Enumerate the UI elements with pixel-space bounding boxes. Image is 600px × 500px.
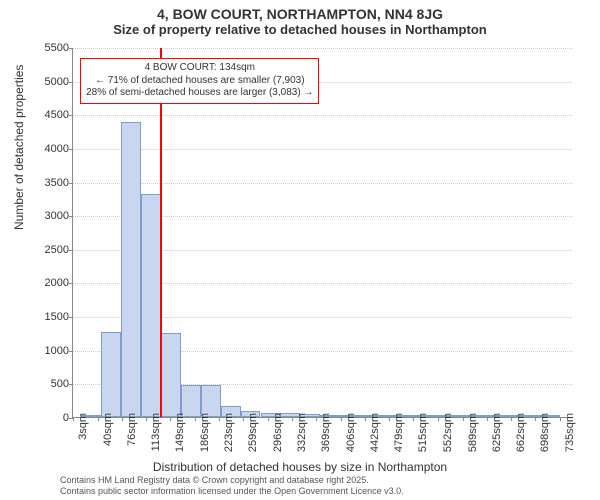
ytick-label: 3500 (31, 177, 69, 189)
ytick-label: 3000 (31, 210, 69, 222)
ytick-label: 4000 (31, 143, 69, 155)
xtick-mark (389, 417, 390, 421)
xtick-mark (438, 417, 439, 421)
xtick-mark (292, 417, 293, 421)
chart-container: 4, BOW COURT, NORTHAMPTON, NN4 8JG Size … (0, 0, 600, 500)
chart-title-sub: Size of property relative to detached ho… (0, 22, 600, 41)
xtick-mark (560, 417, 561, 421)
annotation-box: 4 BOW COURT: 134sqm ← 71% of detached ho… (80, 58, 319, 104)
xtick-mark (146, 417, 147, 421)
chart-title-main: 4, BOW COURT, NORTHAMPTON, NN4 8JG (0, 0, 600, 22)
xtick-mark (268, 417, 269, 421)
ytick-label: 5000 (31, 76, 69, 88)
xtick-mark (535, 417, 536, 421)
ytick-mark (69, 216, 73, 217)
ytick-mark (69, 183, 73, 184)
ytick-mark (69, 82, 73, 83)
xtick-mark (98, 417, 99, 421)
ytick-mark (69, 351, 73, 352)
histogram-bar (161, 333, 181, 417)
xtick-mark (341, 417, 342, 421)
gridline (73, 115, 572, 116)
xtick-mark (243, 417, 244, 421)
ytick-mark (69, 283, 73, 284)
annotation-line3: 28% of semi-detached houses are larger (… (86, 87, 313, 100)
xtick-mark (487, 417, 488, 421)
ytick-label: 500 (31, 378, 69, 390)
histogram-bar (141, 194, 161, 417)
ytick-label: 2500 (31, 244, 69, 256)
xtick-mark (463, 417, 464, 421)
footer-line1: Contains HM Land Registry data © Crown c… (60, 475, 404, 485)
gridline (73, 48, 572, 49)
xtick-mark (413, 417, 414, 421)
ytick-label: 5500 (31, 42, 69, 54)
xtick-mark (170, 417, 171, 421)
annotation-line1: 4 BOW COURT: 134sqm (86, 62, 313, 75)
footer-line2: Contains public sector information licen… (60, 486, 404, 496)
xtick-mark (511, 417, 512, 421)
ytick-label: 1500 (31, 311, 69, 323)
ytick-mark (69, 48, 73, 49)
ytick-label: 1000 (31, 345, 69, 357)
x-axis-label: Distribution of detached houses by size … (0, 460, 600, 474)
plot-area: 0500100015002000250030003500400045005000… (72, 48, 572, 418)
ytick-mark (69, 384, 73, 385)
annotation-line2: ← 71% of detached houses are smaller (7,… (86, 75, 313, 88)
ytick-label: 0 (31, 412, 69, 424)
histogram-bar (121, 122, 141, 417)
xtick-mark (73, 417, 74, 421)
histogram-bar (101, 332, 121, 417)
ytick-mark (69, 250, 73, 251)
ytick-mark (69, 149, 73, 150)
xtick-mark (365, 417, 366, 421)
ytick-mark (69, 317, 73, 318)
ytick-mark (69, 115, 73, 116)
gridline (73, 149, 572, 150)
footer-attribution: Contains HM Land Registry data © Crown c… (60, 475, 404, 496)
ytick-label: 2000 (31, 277, 69, 289)
xtick-mark (122, 417, 123, 421)
xtick-mark (195, 417, 196, 421)
gridline (73, 183, 572, 184)
y-axis-label: Number of detached properties (12, 65, 26, 230)
ytick-label: 4500 (31, 109, 69, 121)
xtick-mark (316, 417, 317, 421)
xtick-mark (219, 417, 220, 421)
